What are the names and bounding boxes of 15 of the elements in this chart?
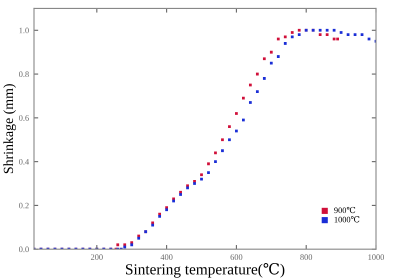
x-tick-label: 200 xyxy=(90,254,103,260)
y-tick-label: 0.8 xyxy=(19,71,29,78)
legend-label: 900℃ xyxy=(334,206,356,214)
x-tick-label: 600 xyxy=(230,254,242,260)
y-tick-label: 0.6 xyxy=(19,115,29,121)
y-tick-label: 0.2 xyxy=(19,202,29,208)
y-tick-label: 0.0 xyxy=(19,246,29,252)
x-tick-label: 400 xyxy=(160,254,173,260)
x-axis-title: Sintering temperature(℃) xyxy=(126,263,284,278)
legend-label: 1000℃ xyxy=(334,216,360,222)
x-tick-label: 1000 xyxy=(368,254,384,260)
y-axis-title: Shrinkage (mm) xyxy=(3,84,16,174)
x-tick-label: 800 xyxy=(300,254,312,260)
y-tick-label: 0.4 xyxy=(19,158,30,165)
y-tick-label: 1.0 xyxy=(19,28,29,34)
